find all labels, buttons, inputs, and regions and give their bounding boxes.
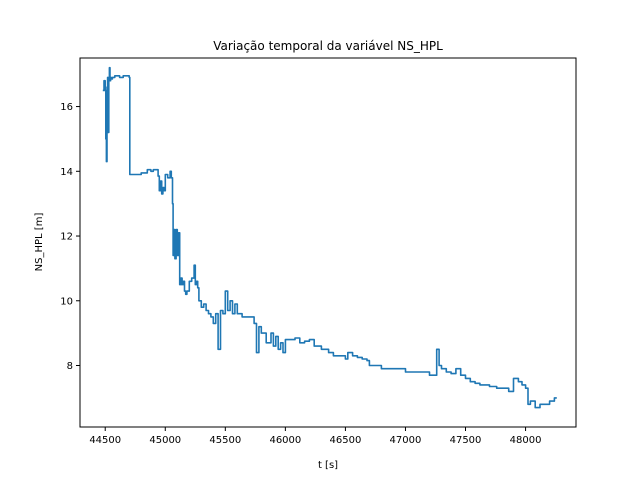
plot-frame bbox=[79, 57, 577, 428]
x-axis: 44500 45000 45500 46000 46500 47000 47500 48000 bbox=[89, 427, 541, 446]
y-tick-label: 14 bbox=[60, 167, 73, 178]
x-tick-label: 44500 bbox=[89, 435, 121, 446]
y-tick-label: 16 bbox=[60, 102, 73, 113]
y-axis-label: NS_HPL [m] bbox=[34, 213, 45, 272]
x-tick-label: 45500 bbox=[209, 435, 241, 446]
y-axis: 8 10 12 14 16 bbox=[60, 102, 80, 372]
x-axis-label: t [s] bbox=[318, 460, 338, 471]
x-tick-label: 47000 bbox=[390, 435, 422, 446]
y-tick-label: 8 bbox=[67, 361, 73, 372]
chart-title: Variação temporal da variável NS_HPL bbox=[213, 39, 443, 53]
x-tick-label: 46000 bbox=[269, 435, 301, 446]
y-tick-label: 12 bbox=[60, 232, 73, 243]
x-tick-label: 46500 bbox=[330, 435, 362, 446]
series-line-0 bbox=[102, 66, 557, 409]
x-tick-label: 48000 bbox=[510, 435, 542, 446]
y-tick-label: 10 bbox=[60, 296, 73, 307]
x-tick-label: 47500 bbox=[450, 435, 482, 446]
x-tick-label: 45000 bbox=[149, 435, 181, 446]
